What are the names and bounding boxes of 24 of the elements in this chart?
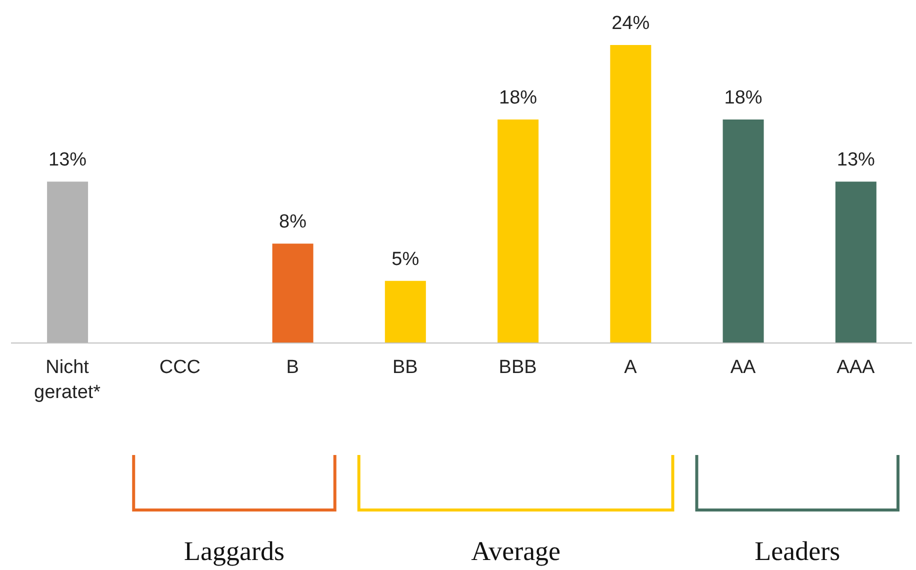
bar (722, 120, 764, 343)
x-tick-label: Nicht geratet* (34, 357, 102, 403)
x-tick-label: A (624, 357, 638, 378)
text: Average (471, 536, 561, 566)
bar (384, 280, 426, 343)
x-tick-label: AA (730, 357, 756, 378)
data-label: 18% (724, 88, 762, 108)
data-label: 18% (499, 88, 538, 108)
x-tick-label: AAA (836, 357, 876, 378)
bar (498, 120, 539, 343)
x-tick-label: BB (392, 357, 418, 378)
text: Leaders (754, 536, 840, 566)
bar (272, 244, 314, 343)
x-tick-label: BBB (498, 357, 537, 378)
bar (610, 45, 652, 343)
text: Laggards (184, 536, 284, 566)
bar (835, 182, 876, 343)
data-label: 5% (392, 248, 420, 270)
data-label: 13% (48, 150, 87, 171)
data-label: 8% (279, 212, 307, 233)
data-label: 24% (612, 13, 650, 34)
data-label: 13% (836, 150, 876, 171)
x-tick-label: CCC (159, 357, 201, 378)
x-tick-label: B (286, 357, 299, 378)
